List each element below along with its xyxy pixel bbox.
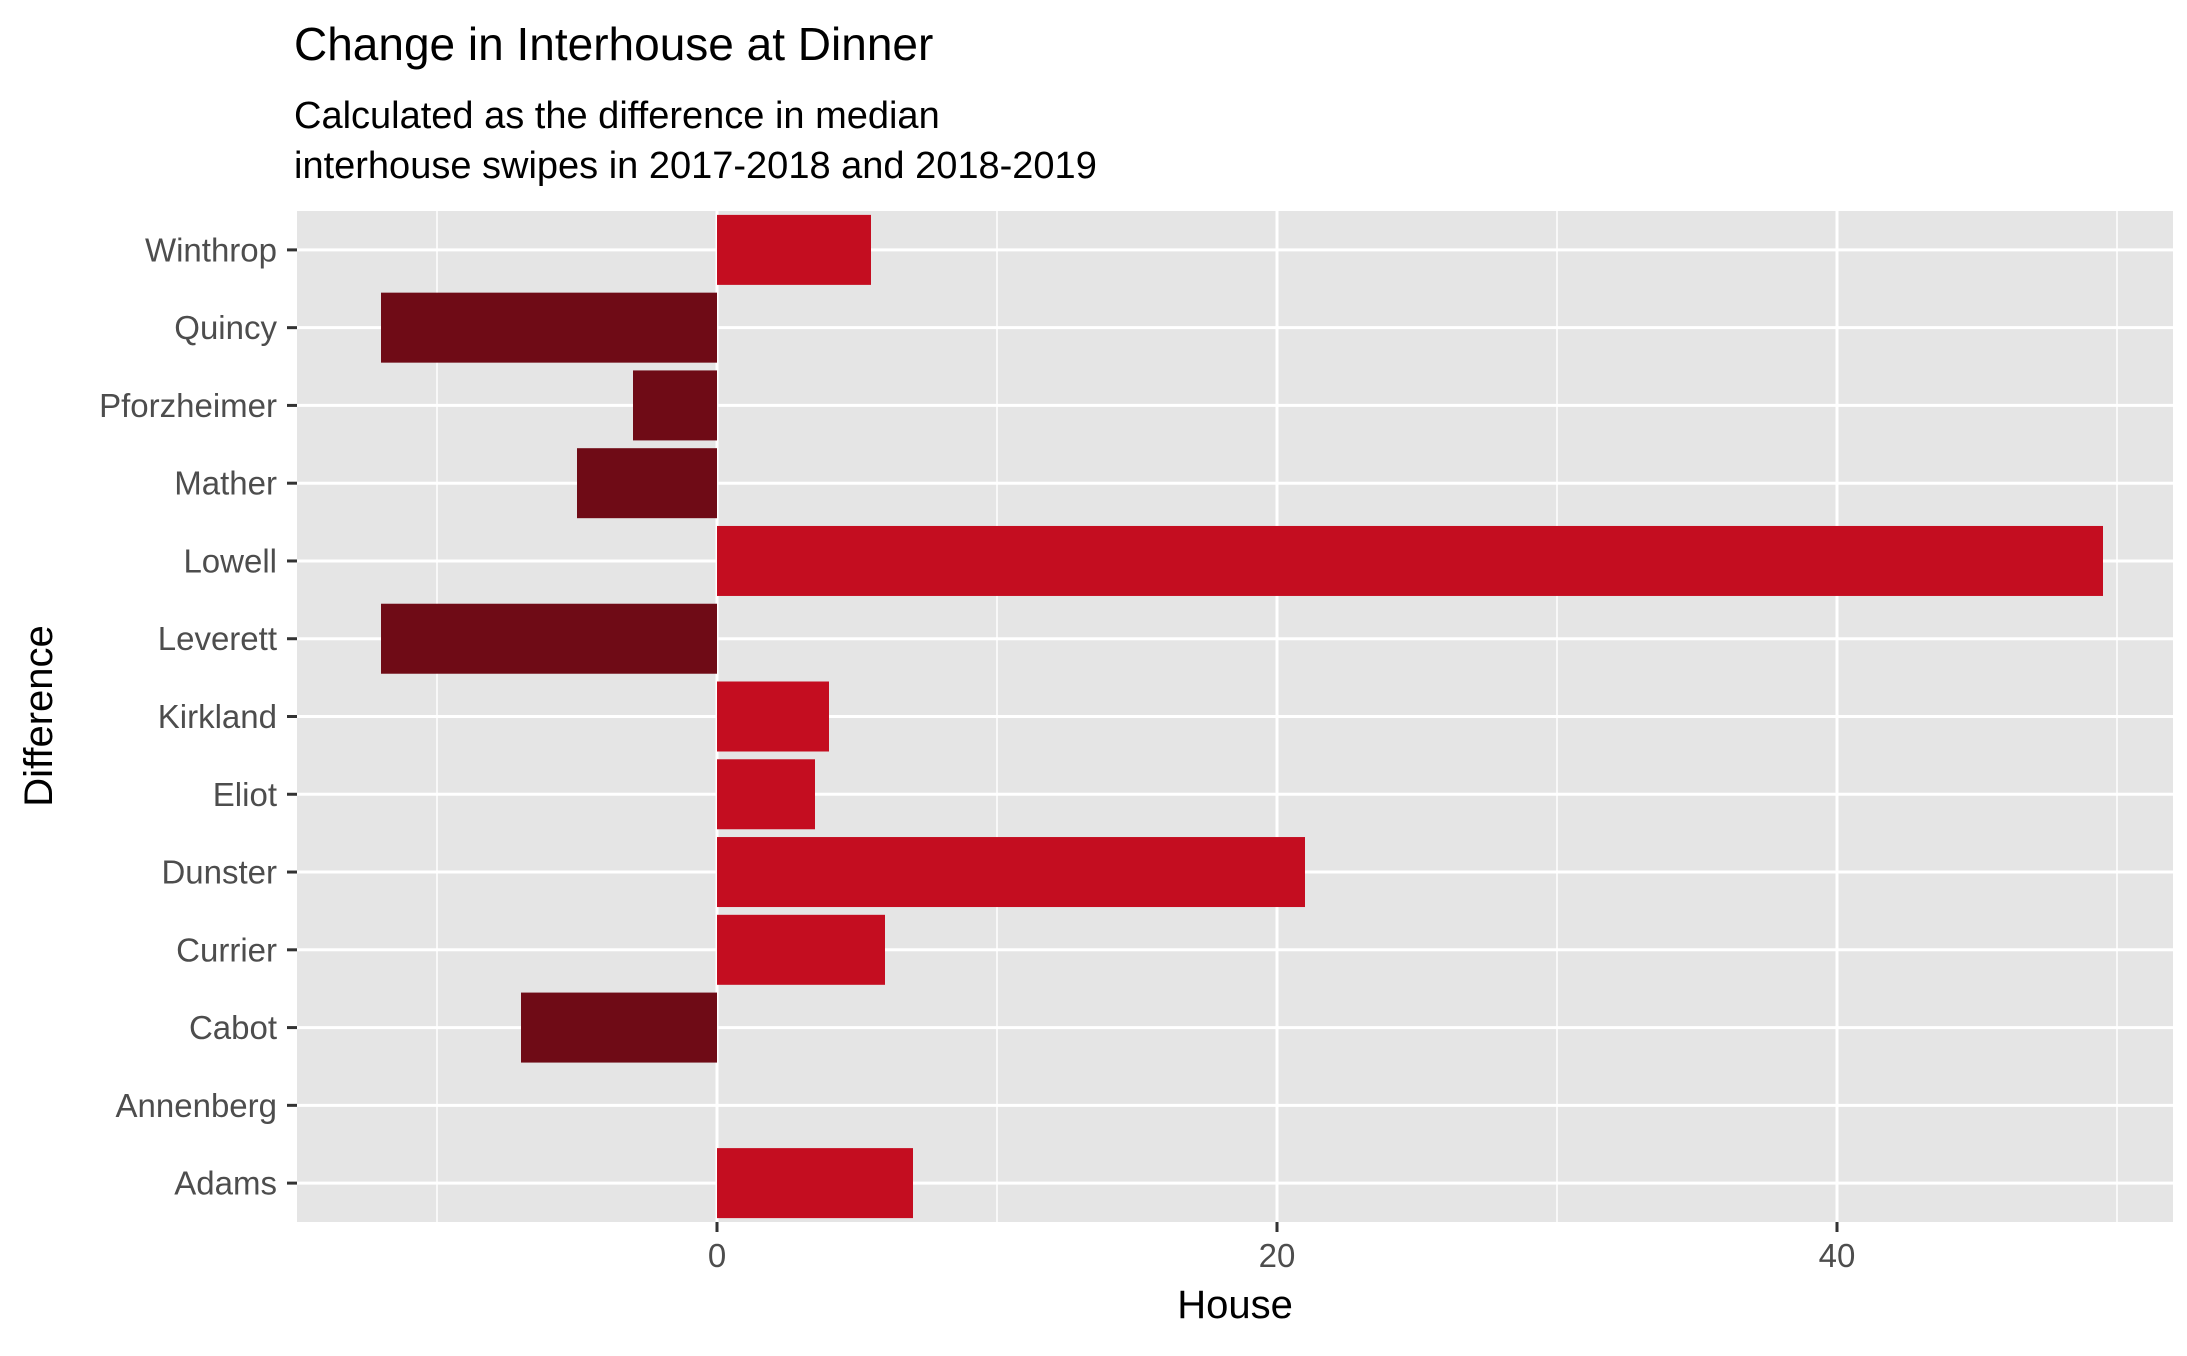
y-tick-label: Currier xyxy=(176,931,277,968)
chart-subtitle-line-2: interhouse swipes in 2017-2018 and 2018-… xyxy=(294,145,1097,187)
bar-quincy xyxy=(381,292,717,363)
y-tick-label: Winthrop xyxy=(145,231,277,268)
y-tick-label: Lowell xyxy=(183,542,277,579)
y-tick-label: Dunster xyxy=(161,854,277,891)
x-axis-title: House xyxy=(1177,1283,1293,1327)
bar-cabot xyxy=(521,992,717,1063)
bar-eliot xyxy=(717,759,815,830)
y-tick-label: Annenberg xyxy=(116,1087,277,1124)
y-tick-label: Kirkland xyxy=(158,698,277,735)
bar-leverett xyxy=(381,603,717,674)
y-axis: Adams Annenberg Cabot Currier Dunster Eliot Ki… xyxy=(99,231,297,1202)
x-tick-label: 20 xyxy=(1259,1237,1296,1274)
bar-kirkland xyxy=(717,681,829,752)
y-tick-label: Adams xyxy=(174,1165,277,1202)
grid-major-lines xyxy=(297,211,2173,1222)
bar-mather xyxy=(577,448,717,519)
bar-adams xyxy=(717,1148,913,1219)
bar-winthrop xyxy=(717,214,871,285)
y-tick-label: Pforzheimer xyxy=(99,387,277,424)
y-tick-label: Mather xyxy=(174,465,277,502)
chart-subtitle-line-1: Calculated as the difference in median xyxy=(294,95,940,137)
x-tick-label: 40 xyxy=(1819,1237,1856,1274)
bar-currier xyxy=(717,914,885,985)
y-tick-label: Quincy xyxy=(174,309,277,346)
x-axis: 0 20 40 xyxy=(708,1222,1856,1274)
bar-dunster xyxy=(717,837,1305,908)
chart-title: Change in Interhouse at Dinner xyxy=(294,18,933,70)
y-tick-label: Eliot xyxy=(213,776,277,813)
y-tick-label: Leverett xyxy=(158,620,277,657)
x-tick-label: 0 xyxy=(708,1237,726,1274)
bars xyxy=(381,214,2103,1219)
bar-lowell xyxy=(717,525,2103,596)
y-tick-label: Cabot xyxy=(189,1009,277,1046)
bar-pforzheimer xyxy=(633,370,717,441)
y-axis-title: Difference xyxy=(17,625,61,807)
